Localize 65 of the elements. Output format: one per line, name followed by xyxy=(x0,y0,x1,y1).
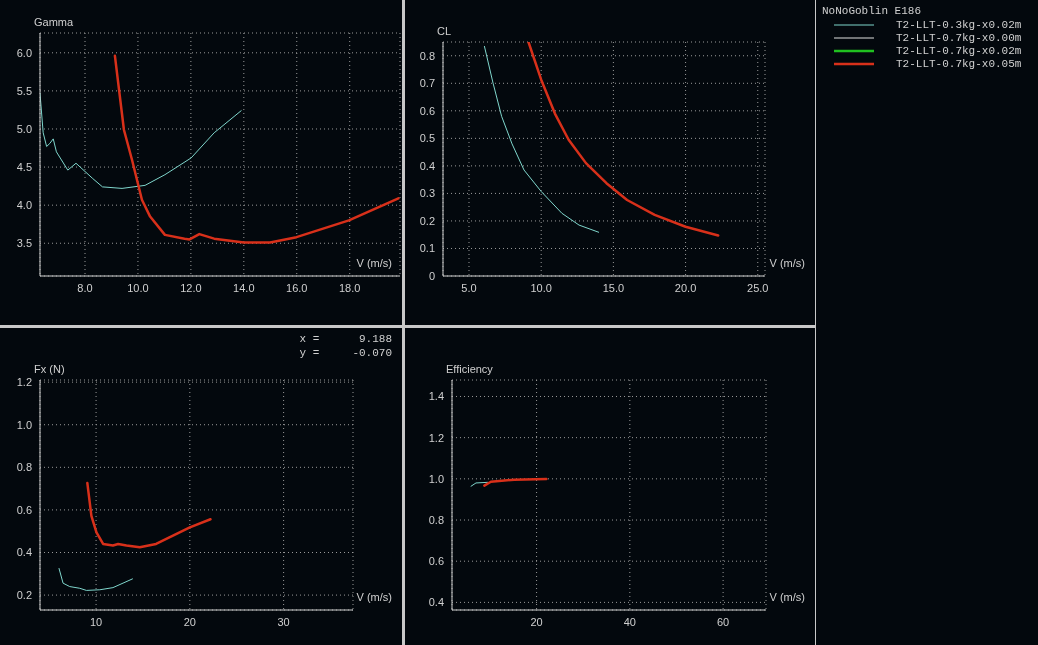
y-tick-label: 0.4 xyxy=(419,159,435,172)
x-tick-label: 30 xyxy=(277,615,290,628)
y-tick-label: 0.2 xyxy=(16,589,32,601)
legend-title: NoNoGoblin E186 xyxy=(822,4,923,18)
x-tick-label: 20.0 xyxy=(674,281,697,294)
x-axis-title: V (m/s) xyxy=(356,591,392,603)
x-tick-label: 20 xyxy=(183,615,196,628)
line-series xyxy=(527,42,720,237)
legend-label: T2-LLT-0.3kg-x0.02m xyxy=(896,18,1022,31)
y-tick-label: 0.6 xyxy=(428,555,444,568)
line-series xyxy=(483,477,548,487)
line-series xyxy=(86,481,212,549)
x-axis-title: V (m/s) xyxy=(769,257,805,269)
y-tick-label: 0.5 xyxy=(419,132,435,145)
y-axis-title: Gamma xyxy=(34,16,74,28)
y-tick-label: 3.5 xyxy=(16,237,32,250)
y-tick-label: 0.4 xyxy=(428,596,444,609)
y-tick-label: 0.6 xyxy=(419,104,435,117)
line-series xyxy=(113,54,400,244)
y-tick-label: 0.4 xyxy=(16,546,32,559)
y-tick-label: 0.3 xyxy=(419,187,435,200)
y-tick-label: 1.2 xyxy=(428,431,444,444)
text: x = 9.188 xyxy=(299,332,392,346)
y-tick-label: 0.6 xyxy=(16,503,32,516)
x-tick-label: 18.0 xyxy=(338,281,361,294)
y-tick-label: 0.7 xyxy=(419,77,435,90)
y-tick-label: 4.5 xyxy=(16,160,32,173)
y-tick-label: 0.2 xyxy=(419,214,435,227)
y-tick-label: 0.1 xyxy=(419,242,435,255)
y-tick-label: 0.8 xyxy=(16,461,32,474)
line-series xyxy=(483,45,600,233)
y-tick-label: 1.4 xyxy=(428,390,444,403)
y-axis-title: Efficiency xyxy=(446,363,493,375)
x-tick-label: 20 xyxy=(530,615,543,628)
y-tick-label: 0 xyxy=(428,269,435,282)
y-tick-label: 6.0 xyxy=(16,46,32,59)
y-tick-label: 4.0 xyxy=(16,199,32,212)
y-tick-label: 1.0 xyxy=(428,472,444,485)
x-tick-label: 60 xyxy=(716,615,730,628)
y-axis-title: CL xyxy=(437,25,452,37)
y-tick-label: 1.0 xyxy=(16,418,32,431)
x-tick-label: 12.0 xyxy=(180,281,202,294)
line-series xyxy=(58,567,133,591)
x-tick-label: 10 xyxy=(89,615,103,628)
x-tick-label: 14.0 xyxy=(233,281,255,294)
x-tick-label: 10.0 xyxy=(530,281,552,294)
x-tick-label: 40 xyxy=(623,615,636,628)
y-tick-label: 1.2 xyxy=(16,376,32,389)
legend-label: T2-LLT-0.7kg-x0.00m xyxy=(896,31,1022,44)
y-axis-title: Fx (N) xyxy=(34,363,65,375)
x-tick-label: 25.0 xyxy=(747,281,769,294)
legend-label: T2-LLT-0.7kg-x0.05m xyxy=(896,57,1022,70)
text: y = -0.070 xyxy=(299,346,392,360)
y-tick-label: 5.0 xyxy=(16,122,32,135)
x-tick-label: 8.0 xyxy=(77,281,93,294)
x-tick-label: 5.0 xyxy=(461,281,477,294)
y-tick-label: 0.8 xyxy=(428,513,444,526)
x-tick-label: 16.0 xyxy=(286,281,308,294)
y-tick-label: 5.5 xyxy=(16,84,32,97)
legend-label: T2-LLT-0.7kg-x0.02m xyxy=(896,44,1022,57)
x-axis-title: V (m/s) xyxy=(769,591,805,603)
x-tick-label: 15.0 xyxy=(602,281,625,294)
y-tick-label: 0.8 xyxy=(419,49,435,62)
x-tick-label: 10.0 xyxy=(127,281,149,294)
x-axis-title: V (m/s) xyxy=(356,257,392,269)
